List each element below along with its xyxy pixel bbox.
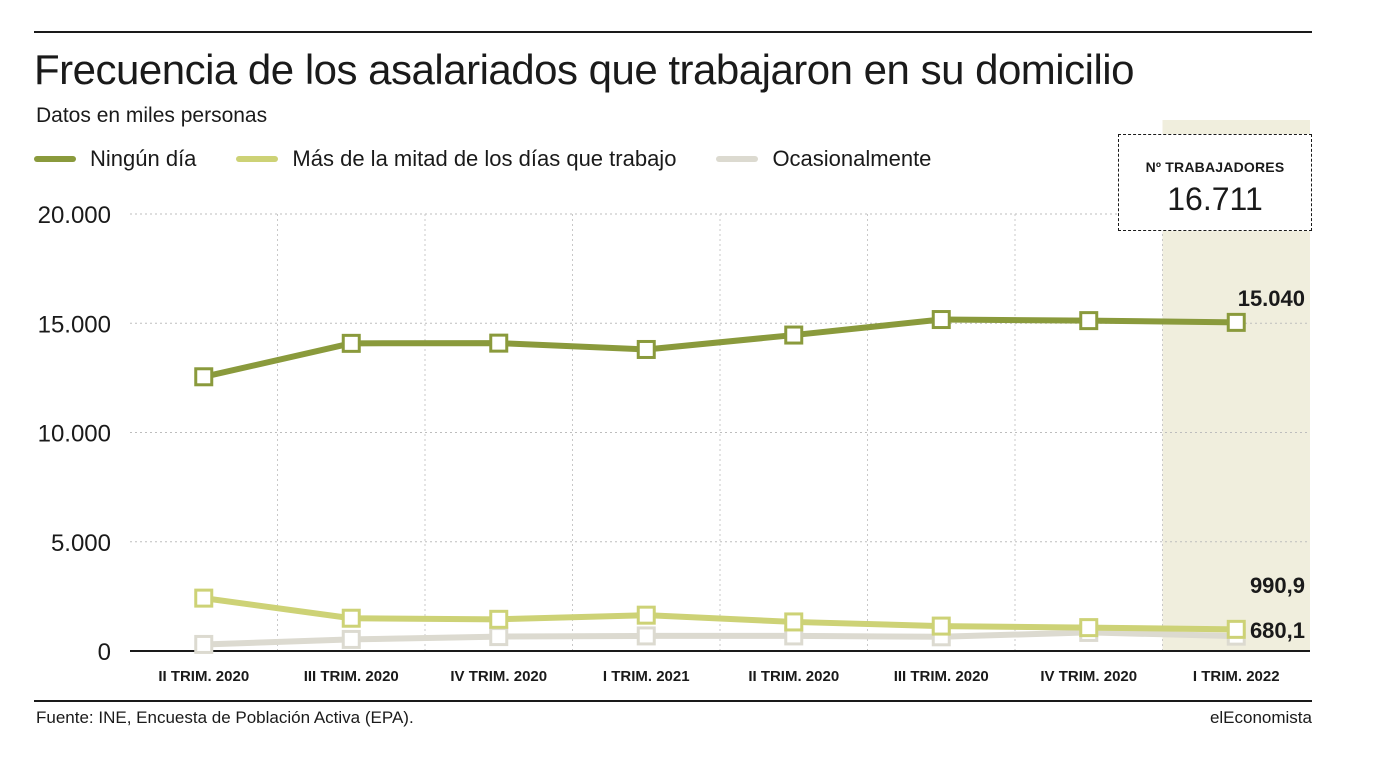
y-tick-label: 10.000 bbox=[38, 421, 111, 448]
series-line bbox=[200, 629, 1240, 648]
series-end-label: 680,1 bbox=[1250, 618, 1305, 643]
y-tick-label: 20.000 bbox=[38, 202, 111, 229]
y-tick-label: 15.000 bbox=[38, 311, 111, 338]
data-point-marker bbox=[194, 588, 214, 608]
data-point-marker bbox=[194, 634, 214, 654]
x-tick-label: II TRIM. 2020 bbox=[748, 668, 839, 685]
series-line bbox=[200, 316, 1240, 380]
brand-logo-text: elEconomista bbox=[1209, 708, 1312, 727]
data-point-marker bbox=[784, 325, 804, 345]
data-point-marker bbox=[1079, 618, 1099, 638]
infobox-label: Nº TRABAJADORES bbox=[1145, 159, 1285, 175]
workers-infobox: Nº TRABAJADORES 16.711 bbox=[1118, 134, 1312, 231]
legend-swatch-ningun-dia bbox=[34, 156, 76, 162]
x-tick-label: IV TRIM. 2020 bbox=[1040, 668, 1137, 685]
data-point-marker bbox=[341, 333, 361, 353]
bottom-rule bbox=[34, 700, 1312, 702]
x-tick-label: I TRIM. 2021 bbox=[603, 668, 690, 685]
legend-item-mas-mitad: Más de la mitad de los días que trabajo bbox=[236, 146, 676, 172]
legend-item-ningun-dia: Ningún día bbox=[34, 146, 196, 172]
legend-label-ocasionalmente: Ocasionalmente bbox=[772, 146, 932, 171]
data-point-marker bbox=[636, 339, 656, 359]
legend: Ningún día Más de la mitad de los días q… bbox=[34, 146, 971, 172]
data-point-marker bbox=[1226, 619, 1246, 639]
x-tick-label: IV TRIM. 2020 bbox=[450, 668, 547, 685]
series-line bbox=[200, 595, 1240, 633]
infobox-value: 16.711 bbox=[1167, 181, 1263, 217]
data-point-marker bbox=[489, 333, 509, 353]
x-tick-label: II TRIM. 2020 bbox=[158, 668, 249, 685]
series-end-label: 990,9 bbox=[1250, 573, 1305, 598]
data-point-marker bbox=[341, 629, 361, 649]
data-point-marker bbox=[931, 616, 951, 636]
y-tick-label: 5.000 bbox=[51, 530, 111, 557]
data-point-marker bbox=[194, 367, 214, 387]
data-point-marker bbox=[489, 627, 509, 647]
data-point-marker bbox=[489, 609, 509, 629]
data-point-marker bbox=[784, 612, 804, 632]
legend-swatch-ocasionalmente bbox=[716, 156, 759, 162]
series-end-label: 15.040 bbox=[1238, 286, 1305, 311]
x-tick-label: III TRIM. 2020 bbox=[304, 668, 399, 685]
data-point-marker bbox=[341, 608, 361, 628]
data-point-marker bbox=[1226, 312, 1246, 332]
top-rule bbox=[34, 31, 1312, 33]
data-point-marker bbox=[1079, 311, 1099, 331]
legend-item-ocasionalmente: Ocasionalmente bbox=[716, 146, 931, 172]
data-point-marker bbox=[636, 626, 656, 646]
legend-label-ningun-dia: Ningún día bbox=[90, 146, 197, 171]
chart-subtitle: Datos en miles personas bbox=[36, 104, 268, 127]
chart-title: Frecuencia de los asalariados que trabaj… bbox=[34, 46, 1134, 93]
legend-label-mas-mitad: Más de la mitad de los días que trabajo bbox=[292, 146, 677, 171]
y-tick-label: 0 bbox=[98, 639, 111, 666]
data-point-marker bbox=[931, 310, 951, 330]
legend-swatch-mas-mitad bbox=[236, 156, 279, 162]
x-tick-label: III TRIM. 2020 bbox=[894, 668, 989, 685]
x-tick-label: I TRIM. 2022 bbox=[1193, 668, 1280, 685]
source-note: Fuente: INE, Encuesta de Población Activ… bbox=[36, 708, 414, 727]
data-point-marker bbox=[636, 605, 656, 625]
